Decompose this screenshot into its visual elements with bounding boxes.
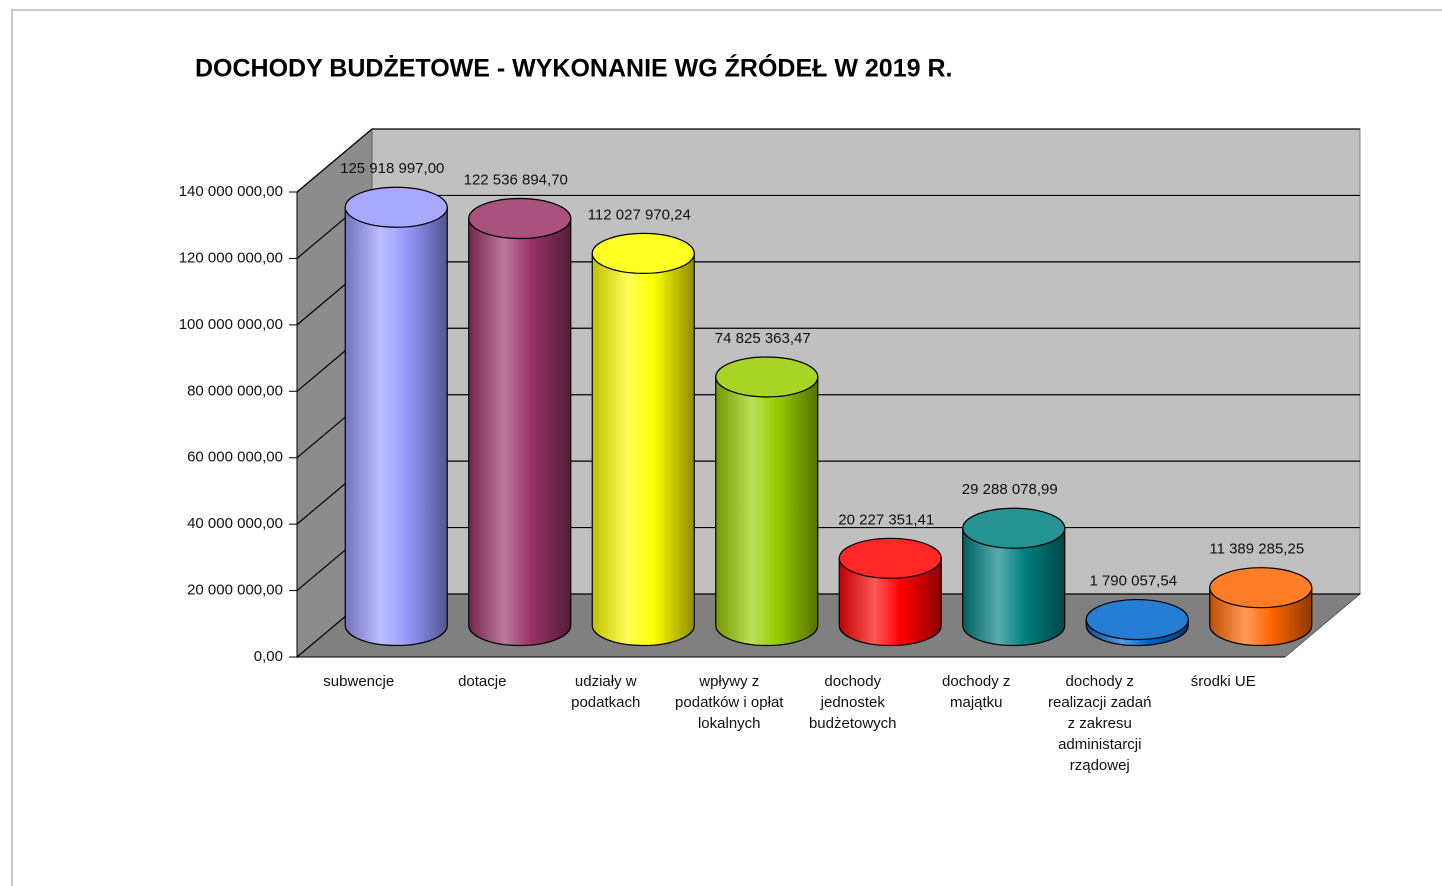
cylinder-top: [1209, 567, 1313, 609]
cylinder-top: [591, 232, 695, 275]
value-label: 122 536 894,70: [464, 171, 568, 188]
x-tick-label: dochody z majątku: [942, 673, 1011, 711]
x-tick-label: wpływy z podatków i opłat lokalnych: [675, 673, 784, 732]
cylinder: [344, 186, 448, 647]
cylinder-top: [1085, 598, 1189, 641]
cylinder: [468, 197, 572, 647]
value-label: 74 825 363,47: [715, 330, 811, 347]
y-tick-label: 140 000 000,00: [179, 183, 283, 200]
cylinder: [591, 232, 695, 647]
cylinder-body: [468, 217, 572, 647]
y-tick-label: 40 000 000,00: [187, 515, 283, 532]
cylinder-body: [344, 206, 448, 647]
cylinder-body: [591, 252, 695, 647]
x-tick-label: subwencje: [323, 673, 395, 690]
y-tick-label: 80 000 000,00: [187, 382, 283, 399]
cylinder-top: [962, 507, 1066, 549]
cylinder-body: [962, 527, 1066, 647]
floor: [295, 593, 1362, 658]
x-tick-label: dotacje: [458, 673, 507, 690]
x-tick-label: dochody z realizacji zadań z zakresu adm…: [1048, 673, 1152, 774]
cylinder-top: [344, 186, 448, 228]
cylinder-top: [715, 356, 819, 398]
cylinder-body: [838, 557, 942, 647]
cylinder-body: [715, 376, 819, 647]
cylinder-top: [838, 537, 942, 579]
value-label: 20 227 351,41: [838, 511, 934, 528]
value-label: 1 790 057,54: [1089, 573, 1177, 590]
y-tick-label: 20 000 000,00: [187, 582, 283, 599]
cylinder: [838, 537, 942, 647]
value-label: 11 389 285,25: [1209, 541, 1304, 558]
cylinder: [962, 507, 1066, 647]
grid-line: [296, 128, 1360, 193]
value-label: 125 918 997,00: [340, 160, 444, 177]
x-tick-label: udziały w podatkach: [571, 673, 641, 711]
y-tick-label: 100 000 000,00: [179, 316, 283, 333]
x-tick-label: środki UE: [1190, 673, 1256, 690]
cylinder: [1085, 598, 1189, 647]
cylinder-top: [468, 197, 572, 240]
value-label: 112 027 970,24: [588, 206, 691, 223]
cylinder: [1209, 567, 1313, 647]
cylinder: [715, 356, 819, 647]
y-tick-label: 60 000 000,00: [187, 449, 283, 466]
x-tick-label: dochody jednostek budżetowych: [808, 673, 897, 732]
chart-title: DOCHODY BUDŻETOWE - WYKONANIE WG ŹRÓDEŁ …: [195, 53, 952, 83]
y-tick-label: 120 000 000,00: [179, 249, 283, 266]
y-tick-label: 0,00: [254, 648, 283, 665]
value-label: 29 288 078,99: [962, 481, 1058, 498]
